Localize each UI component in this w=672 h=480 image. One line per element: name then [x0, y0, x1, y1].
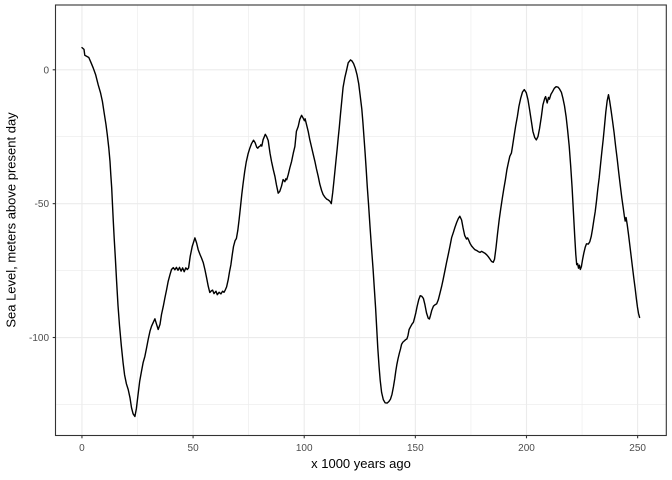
x-axis-tick-label: 250 — [629, 443, 646, 454]
panel-border — [54, 4, 667, 437]
y-axis-title: Sea Level, meters above present day — [3, 112, 19, 328]
x-axis-tick-label: 100 — [296, 443, 313, 454]
y-axis-tick-label: -100 — [29, 333, 49, 344]
x-axis-tick-label: 50 — [188, 443, 200, 454]
x-axis-tick-label: 150 — [407, 443, 424, 454]
x-axis-tick-label: 200 — [518, 443, 535, 454]
x-axis-tick-label: 0 — [79, 443, 85, 454]
y-axis-tick-label: 0 — [43, 65, 49, 76]
sea-level-line — [81, 46, 641, 418]
y-axis-tick-label: -50 — [35, 199, 50, 210]
x-axis-title: x 1000 years ago — [311, 456, 411, 471]
plot-panel — [55, 5, 667, 436]
